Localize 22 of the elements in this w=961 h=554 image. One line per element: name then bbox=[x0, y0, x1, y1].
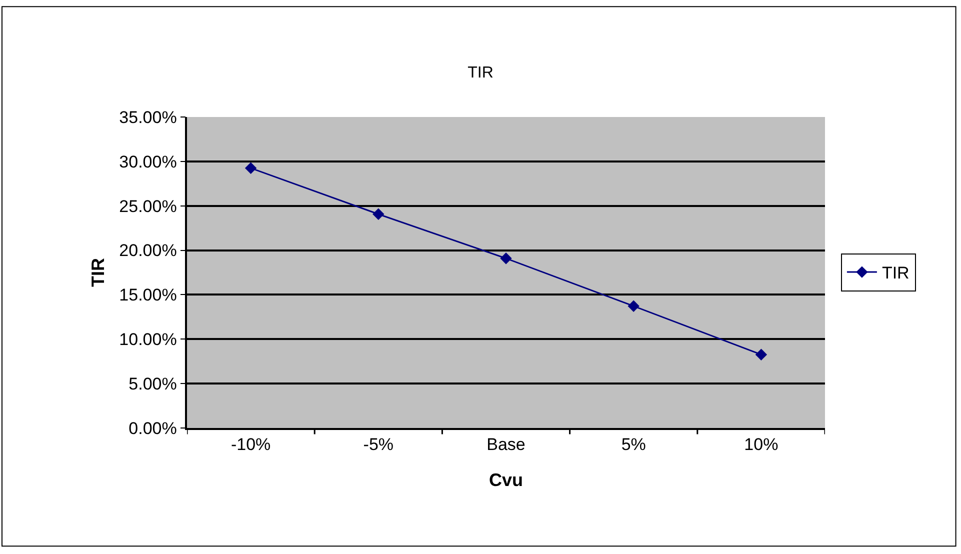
point bbox=[755, 348, 768, 360]
y-tick-label: 0.00% bbox=[128, 418, 177, 438]
point bbox=[372, 208, 384, 220]
point bbox=[244, 162, 257, 174]
x-tick-label: -10% bbox=[230, 435, 271, 454]
y-axis-title: TIR bbox=[88, 258, 108, 287]
x-tick-label: 5% bbox=[621, 435, 646, 454]
x-axis-title: Cvu bbox=[488, 470, 524, 490]
y-tick-label: 35.00% bbox=[119, 108, 177, 127]
point bbox=[500, 252, 512, 264]
x-tick-label: -5% bbox=[363, 435, 394, 454]
legend-label: TIR bbox=[882, 264, 910, 283]
y-tick-label: 10.00% bbox=[119, 330, 177, 350]
x-tick-label: 10% bbox=[744, 435, 778, 454]
point bbox=[628, 300, 640, 312]
y-tick-label: 25.00% bbox=[119, 196, 177, 216]
y-tick-label: 30.00% bbox=[119, 152, 177, 172]
y-tick-label: 15.00% bbox=[119, 286, 177, 305]
y-tick-label: 20.00% bbox=[119, 241, 177, 260]
chart-title: TIR bbox=[468, 64, 494, 82]
x-tick-label: Base bbox=[486, 435, 526, 454]
y-tick-label: 5.00% bbox=[128, 374, 177, 394]
